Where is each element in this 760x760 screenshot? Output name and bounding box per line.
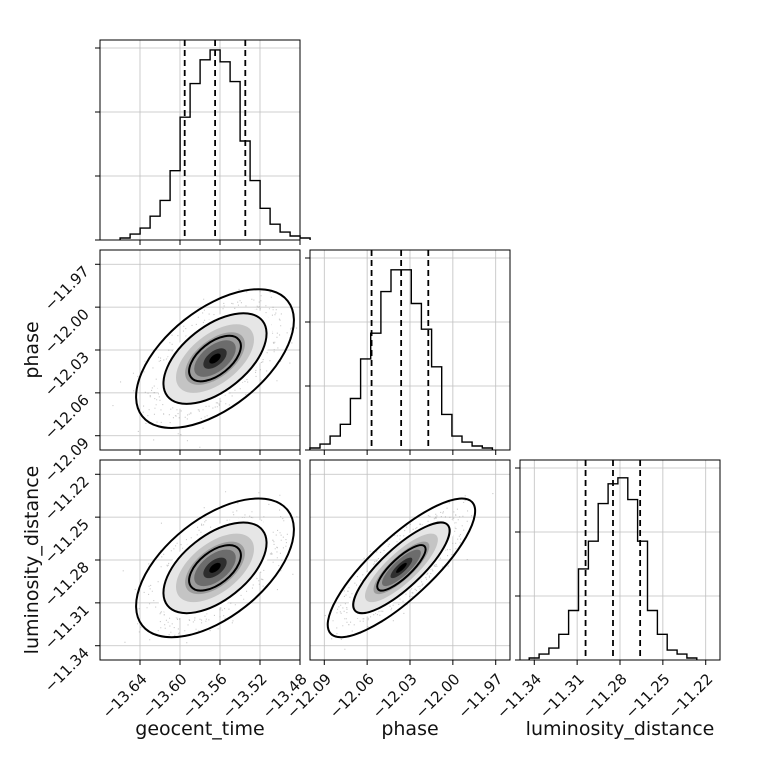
y-axis-label-luminosity_distance: luminosity_distance	[21, 466, 43, 655]
panel-frame	[99, 39, 301, 241]
histogram-step-geocent_time	[119, 49, 311, 240]
y-tick-label: −11.25	[41, 515, 93, 567]
contour-line	[162, 312, 268, 405]
x-tick-label: −12.03	[369, 670, 421, 722]
scatter-panel-geocent_time-vs-luminosity_distance	[99, 459, 301, 661]
contour-line	[188, 334, 242, 383]
y-tick-label: −11.34	[41, 644, 93, 696]
histogram-panel-phase	[305, 249, 511, 451]
histogram-panel-luminosity_distance	[515, 459, 721, 661]
y-axis-label-phase: phase	[21, 321, 43, 378]
histogram-step-phase	[309, 269, 494, 450]
scatter-panel-phase-vs-luminosity_distance	[309, 459, 511, 661]
contour-line	[135, 497, 295, 639]
x-tick-label: −11.28	[579, 670, 631, 722]
histogram-panel-geocent_time	[95, 39, 311, 241]
density-level	[209, 562, 221, 573]
contour-line	[352, 521, 451, 615]
y-tick-label: −12.06	[41, 391, 93, 443]
scatter-points	[112, 288, 298, 448]
contour-line	[135, 288, 295, 429]
y-tick-label: −11.31	[41, 601, 93, 653]
scatter-panel-geocent_time-vs-phase	[99, 249, 301, 451]
y-tick-label: −12.03	[41, 348, 93, 400]
contour-line	[376, 544, 427, 592]
x-tick-label: −11.22	[664, 670, 716, 722]
x-tick-label: −11.25	[622, 670, 674, 722]
contour-line	[188, 544, 242, 592]
x-axis-label-geocent_time: geocent_time	[135, 718, 264, 740]
x-axis-label-phase: phase	[381, 718, 438, 740]
x-tick-label: −11.31	[536, 670, 588, 722]
x-tick-label: −12.00	[412, 670, 464, 722]
y-tick-label: −11.28	[41, 558, 93, 610]
contour-line	[326, 497, 477, 639]
contour-line	[162, 521, 268, 615]
x-tick-label: −12.06	[326, 670, 378, 722]
x-axis-label-luminosity_distance: luminosity_distance	[526, 718, 715, 740]
density-level	[396, 562, 407, 573]
y-tick-label: −12.00	[41, 305, 93, 357]
y-tick-label: −11.97	[41, 262, 93, 314]
density-level	[209, 353, 221, 364]
